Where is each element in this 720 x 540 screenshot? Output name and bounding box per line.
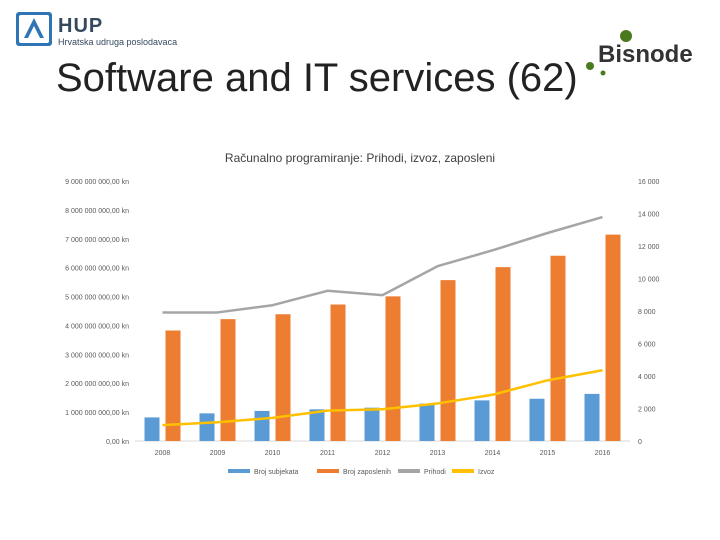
bar-broj-zaposlenih — [550, 255, 566, 441]
bisnode-dot-icon — [600, 70, 606, 76]
x-axis-tick-label: 2015 — [540, 450, 556, 457]
x-axis-tick-label: 2008 — [155, 450, 171, 457]
right-axis-tick-label: 12 000 — [638, 244, 660, 251]
bar-broj-subjekata — [364, 407, 380, 441]
bisnode-dot-icon — [620, 30, 632, 42]
legend-swatch — [452, 469, 474, 473]
line-prihodi — [162, 215, 603, 314]
right-axis-tick-label: 16 000 — [638, 179, 660, 186]
slide-title: Software and IT services (62) — [56, 56, 578, 100]
bar-broj-zaposlenih — [275, 314, 291, 441]
chart-title: Računalno programiranje: Prihodi, izvoz,… — [225, 151, 495, 165]
bar-broj-subjekata — [309, 409, 325, 441]
legend-swatch — [228, 469, 250, 473]
org-name: HUP — [58, 15, 104, 37]
right-axis-tick-label: 10 000 — [638, 277, 660, 284]
left-axis-tick-label: 6 000 000 000,00 kn — [65, 266, 129, 273]
bar-broj-zaposlenih — [605, 234, 621, 441]
right-axis-tick-label: 8 000 — [638, 309, 656, 316]
org-subtitle: Hrvatska udruga poslodavaca — [58, 37, 178, 47]
legend-label: Prihodi — [424, 469, 446, 476]
x-axis-tick-label: 2012 — [375, 450, 391, 457]
x-axis-tick-label: 2016 — [595, 450, 611, 457]
bisnode-dot-icon — [586, 62, 594, 70]
x-axis-tick-label: 2014 — [485, 450, 501, 457]
right-axis-tick-label: 6 000 — [638, 342, 656, 349]
left-axis-tick-label: 5 000 000 000,00 kn — [65, 295, 129, 302]
left-axis-tick-label: 0,00 kn — [106, 439, 129, 446]
bar-broj-subjekata — [144, 417, 160, 441]
left-axis-tick-label: 7 000 000 000,00 kn — [65, 237, 129, 244]
legend-swatch — [317, 469, 339, 473]
legend-swatch — [398, 469, 420, 473]
hup-logo-icon — [16, 12, 52, 46]
x-axis-tick-label: 2011 — [320, 450, 335, 457]
right-axis-tick-label: 4 000 — [638, 374, 656, 381]
left-axis-tick-label: 4 000 000 000,00 kn — [65, 323, 129, 330]
bar-broj-subjekata — [254, 410, 270, 441]
left-axis-tick-label: 9 000 000 000,00 kn — [65, 179, 129, 186]
legend-label: Broj subjekata — [254, 469, 298, 476]
left-axis-tick-label: 1 000 000 000,00 kn — [65, 410, 129, 417]
bar-broj-zaposlenih — [495, 267, 511, 441]
bar-broj-zaposlenih — [330, 304, 346, 441]
x-axis-tick-label: 2010 — [265, 450, 281, 457]
bar-broj-subjekata — [584, 393, 600, 441]
bisnode-logo: Bisnode — [586, 30, 693, 76]
left-axis-tick-label: 3 000 000 000,00 kn — [65, 352, 129, 359]
left-axis-tick-label: 2 000 000 000,00 kn — [65, 381, 129, 388]
combo-chart: Računalno programiranje: Prihodi, izvoz,… — [65, 151, 660, 476]
legend-label: Broj zaposlenih — [343, 469, 391, 476]
x-axis-tick-label: 2013 — [430, 450, 446, 457]
bar-broj-subjekata — [474, 400, 490, 441]
left-axis-tick-label: 8 000 000 000,00 kn — [65, 208, 129, 215]
bar-broj-zaposlenih — [385, 296, 401, 441]
x-axis-tick-label: 2009 — [210, 450, 226, 457]
bar-broj-subjekata — [419, 403, 435, 441]
bar-broj-subjekata — [199, 413, 215, 441]
right-axis-tick-label: 14 000 — [638, 212, 660, 219]
bar-broj-zaposlenih — [220, 319, 236, 441]
bar-broj-zaposlenih — [440, 280, 456, 441]
right-axis-tick-label: 2 000 — [638, 407, 656, 414]
bar-broj-zaposlenih — [165, 330, 181, 441]
partner-name: Bisnode — [598, 41, 693, 68]
right-axis-tick-label: 0 — [638, 439, 642, 446]
legend-label: Izvoz — [478, 469, 495, 476]
bar-broj-subjekata — [529, 398, 545, 441]
line-izvoz — [162, 368, 603, 427]
